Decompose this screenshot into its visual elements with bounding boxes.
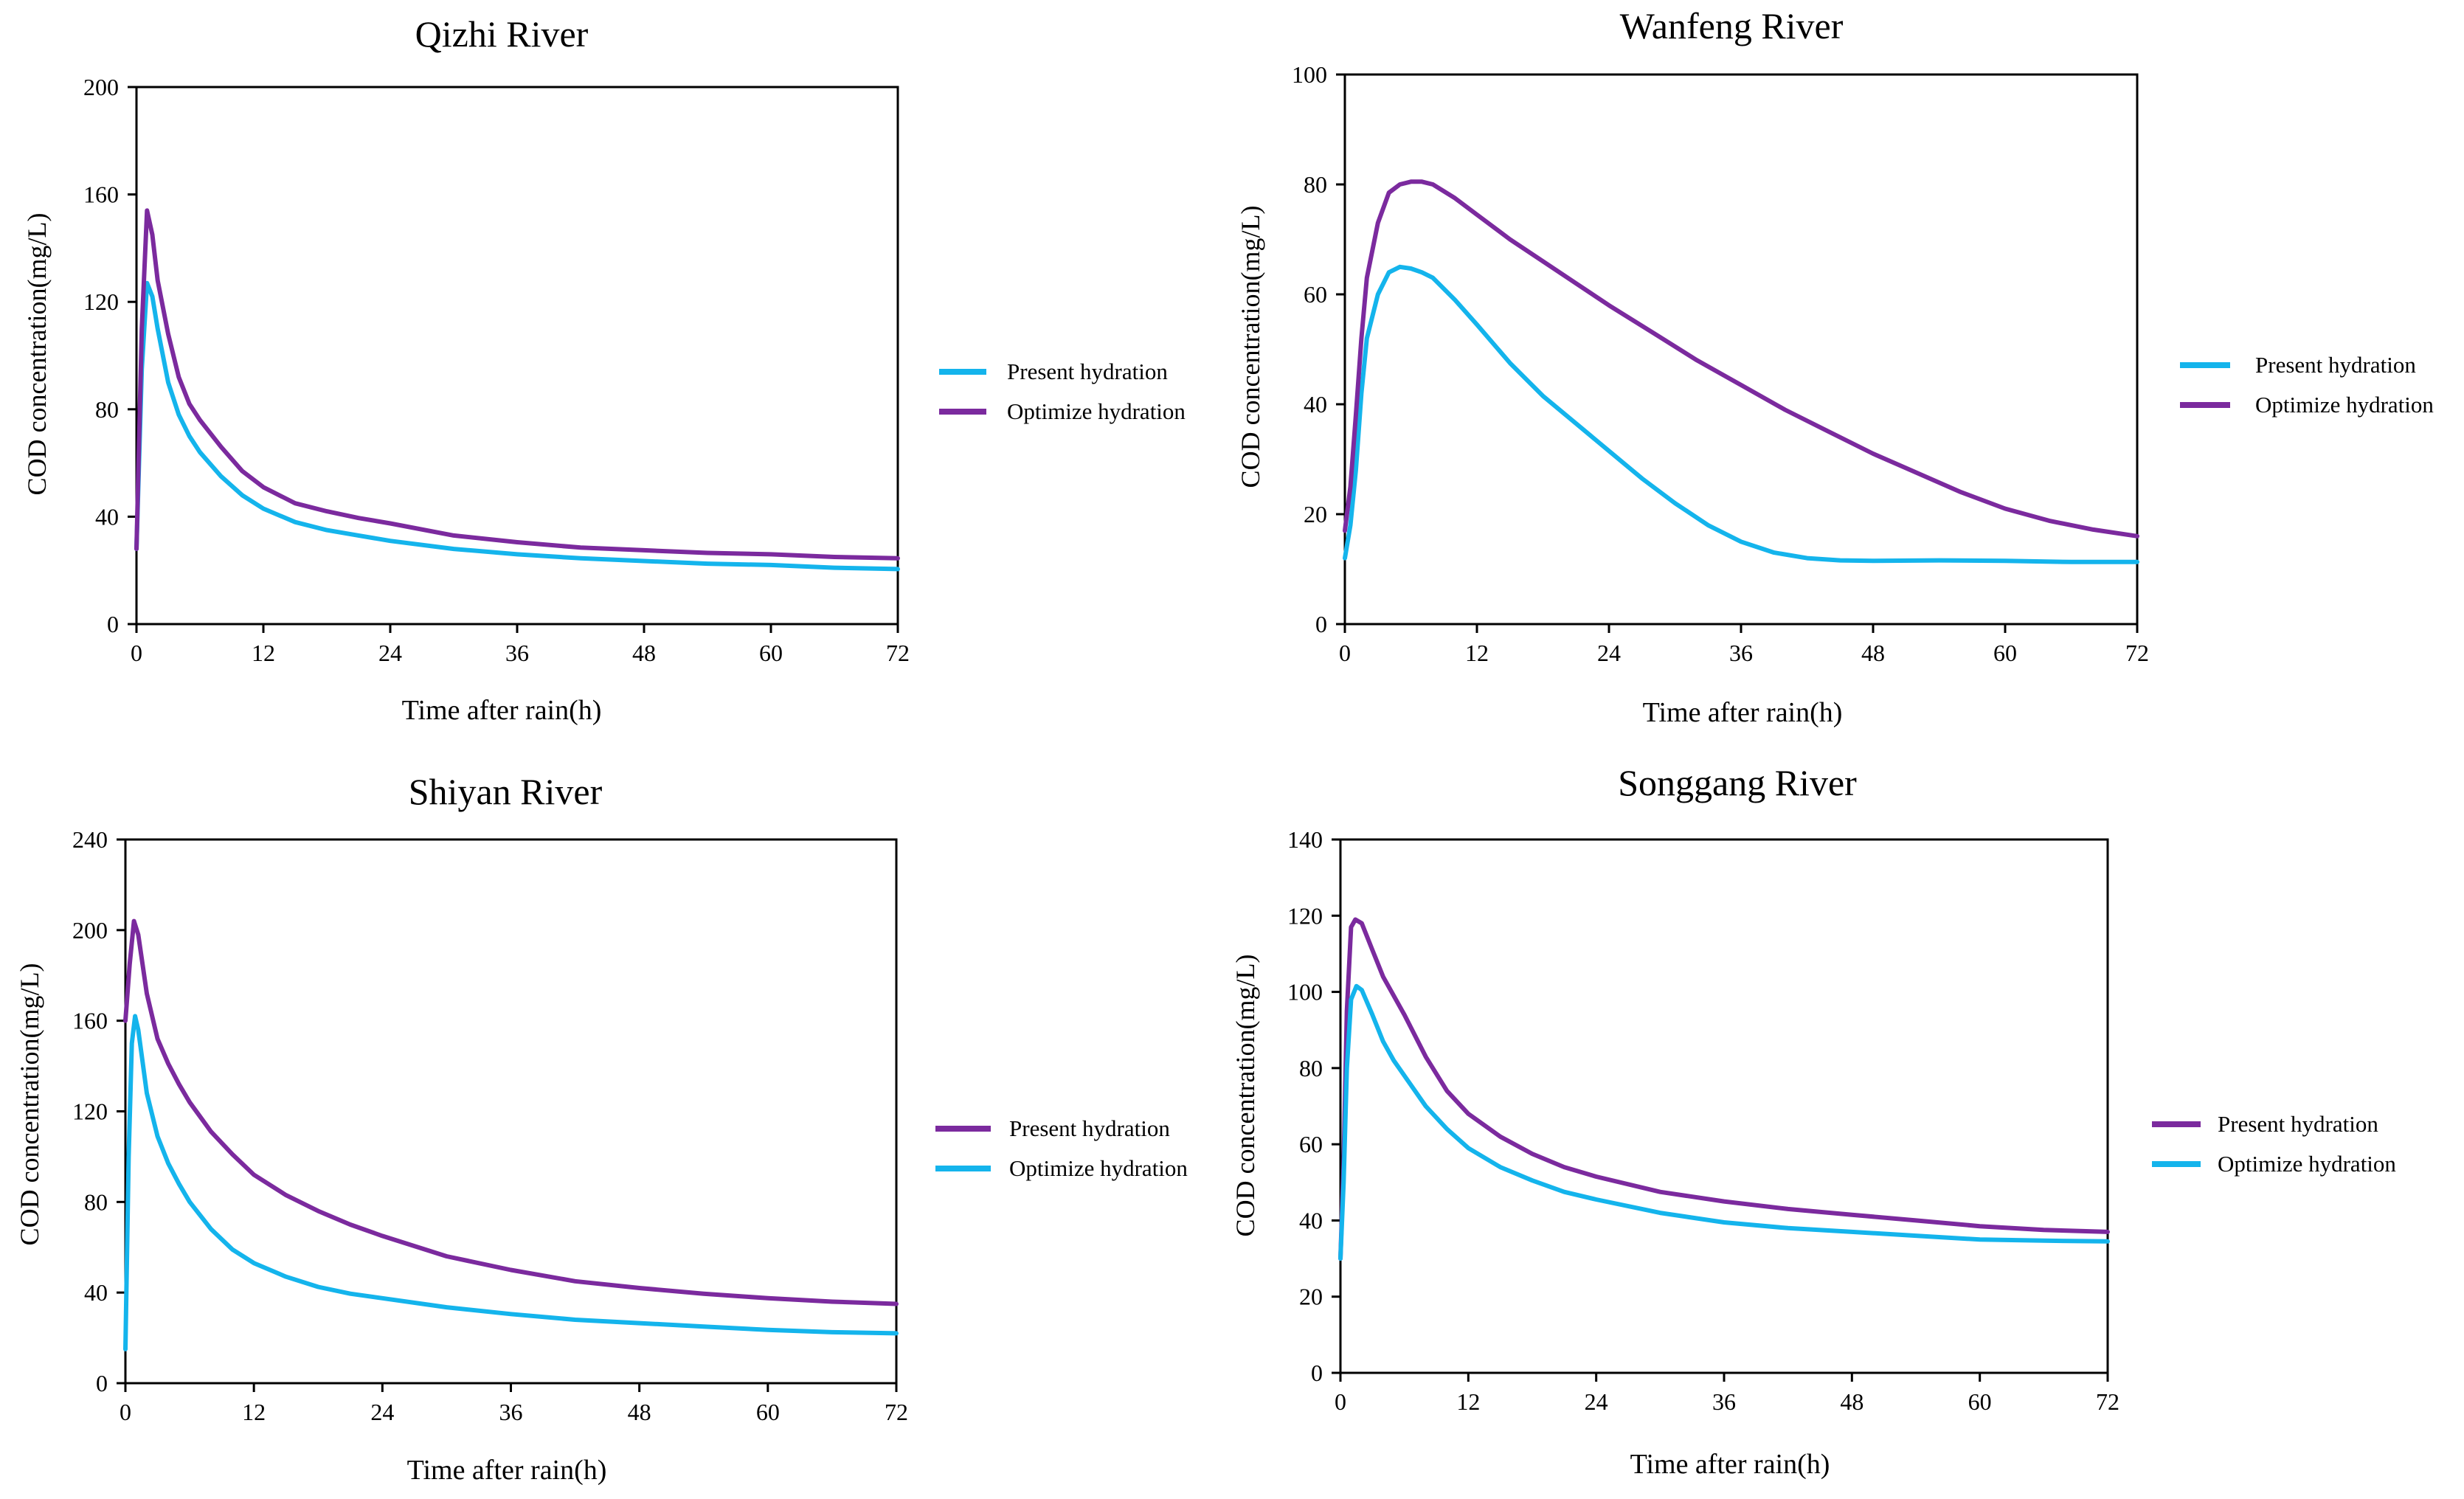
legend: Present hydration Optimize hydration <box>939 359 1186 424</box>
y-tick-label: 40 <box>95 503 119 530</box>
x-tick-label: 12 <box>242 1399 266 1425</box>
x-tick-label: 36 <box>499 1399 523 1425</box>
x-tick-label: 0 <box>131 640 142 666</box>
x-tick-label: 0 <box>1339 640 1351 666</box>
y-tick-label: 120 <box>72 1098 108 1125</box>
y-tick-label: 120 <box>1287 902 1323 929</box>
x-tick-label: 48 <box>1840 1388 1863 1415</box>
x-tick-label: 24 <box>370 1399 394 1425</box>
y-tick-label: 40 <box>84 1279 108 1306</box>
chart-title: Shiyan River <box>409 771 603 812</box>
legend-label: Optimize hydration <box>2255 392 2434 418</box>
y-axis-label: COD concentration(mg/L) <box>15 963 44 1246</box>
x-tick-label: 36 <box>505 640 529 666</box>
series-line-optimize-hydration <box>123 1014 899 1351</box>
x-tick-label: 12 <box>1456 1388 1480 1415</box>
x-tick-label: 24 <box>1585 1388 1608 1415</box>
chart-panel-wanfeng: Wanfeng River COD concentration(mg/L) Ti… <box>1236 5 2434 728</box>
y-tick-label: 0 <box>1311 1360 1323 1386</box>
x-axis-label: Time after rain(h) <box>1630 1449 1830 1480</box>
y-tick-label: 200 <box>83 74 119 100</box>
chart-panel-songgang: Songgang River COD concentration(mg/L) T… <box>1231 762 2396 1480</box>
x-tick-label: 60 <box>759 640 783 666</box>
legend-label: Optimize hydration <box>2218 1151 2396 1177</box>
y-tick-label: 100 <box>1287 979 1323 1005</box>
x-tick-label: 24 <box>1597 640 1621 666</box>
y-tick-label: 40 <box>1299 1207 1323 1233</box>
y-axis-label: COD concentration(mg/L) <box>22 213 52 496</box>
y-tick-label: 100 <box>1292 61 1327 88</box>
legend-label: Present hydration <box>2218 1111 2378 1137</box>
x-tick-label: 12 <box>252 640 275 666</box>
y-tick-label: 120 <box>83 288 119 315</box>
y-tick-label: 60 <box>1304 281 1327 308</box>
x-tick-label: 36 <box>1712 1388 1736 1415</box>
legend-label: Optimize hydration <box>1009 1155 1188 1181</box>
legend: Present hydration Optimize hydration <box>935 1115 1188 1181</box>
y-tick-label: 240 <box>72 826 108 853</box>
legend-label: Optimize hydration <box>1007 398 1186 424</box>
series-line-present-hydration <box>134 280 900 572</box>
x-tick-label: 72 <box>885 1399 908 1425</box>
series-line-present-hydration <box>1343 264 2139 564</box>
x-tick-label: 48 <box>632 640 656 666</box>
y-axis-label: COD concentration(mg/L) <box>1236 206 1265 488</box>
x-axis-label: Time after rain(h) <box>402 695 602 726</box>
y-tick-label: 80 <box>84 1188 108 1215</box>
x-tick-label: 60 <box>1968 1388 1992 1415</box>
y-tick-label: 20 <box>1304 501 1327 527</box>
x-tick-label: 72 <box>2096 1388 2119 1415</box>
y-tick-label: 80 <box>1299 1055 1323 1081</box>
y-tick-label: 20 <box>1299 1284 1323 1310</box>
x-tick-label: 72 <box>886 640 910 666</box>
series-line-present-hydration <box>123 918 899 1306</box>
x-tick-label: 0 <box>120 1399 131 1425</box>
y-tick-label: 160 <box>83 181 119 208</box>
chart-title: Wanfeng River <box>1620 5 1844 46</box>
y-tick-label: 0 <box>96 1370 108 1396</box>
series-line-optimize-hydration <box>1343 179 2139 539</box>
chart-title: Songgang River <box>1618 762 1857 803</box>
x-tick-label: 60 <box>756 1399 780 1425</box>
x-tick-label: 12 <box>1465 640 1489 666</box>
plot-frame <box>1339 838 2109 1374</box>
x-tick-label: 0 <box>1335 1388 1346 1415</box>
y-tick-label: 200 <box>72 917 108 944</box>
legend-label: Present hydration <box>1007 359 1168 384</box>
x-tick-label: 72 <box>2125 640 2149 666</box>
chart-panel-shiyan: Shiyan River COD concentration(mg/L) Tim… <box>15 771 1188 1486</box>
y-tick-label: 0 <box>1315 611 1327 637</box>
series-line-optimize-hydration <box>134 208 900 561</box>
legend-label: Present hydration <box>1009 1115 1170 1141</box>
y-tick-label: 0 <box>107 611 119 637</box>
y-tick-label: 60 <box>1299 1131 1323 1157</box>
y-tick-label: 80 <box>95 396 119 423</box>
y-tick-label: 160 <box>72 1008 108 1034</box>
x-tick-label: 60 <box>1993 640 2017 666</box>
plot-frame <box>124 838 898 1385</box>
x-tick-label: 24 <box>378 640 402 666</box>
legend: Present hydration Optimize hydration <box>2152 1111 2396 1177</box>
series-line-present-hydration <box>1338 917 2110 1261</box>
y-axis-label: COD concentration(mg/L) <box>1231 955 1260 1237</box>
y-tick-label: 80 <box>1304 171 1327 198</box>
legend-label: Present hydration <box>2255 352 2416 378</box>
chart-panel-qizhi: Qizhi River COD concentration(mg/L) Time… <box>22 13 1186 726</box>
series-line-optimize-hydration <box>1338 983 2110 1261</box>
x-tick-label: 48 <box>628 1399 651 1425</box>
y-tick-label: 140 <box>1287 826 1323 853</box>
y-tick-label: 40 <box>1304 391 1327 418</box>
x-axis-label: Time after rain(h) <box>1643 697 1843 728</box>
chart-title: Qizhi River <box>415 13 589 55</box>
x-tick-label: 36 <box>1729 640 1753 666</box>
x-tick-label: 48 <box>1861 640 1885 666</box>
x-axis-label: Time after rain(h) <box>407 1455 607 1486</box>
legend: Present hydration Optimize hydration <box>2180 352 2434 418</box>
